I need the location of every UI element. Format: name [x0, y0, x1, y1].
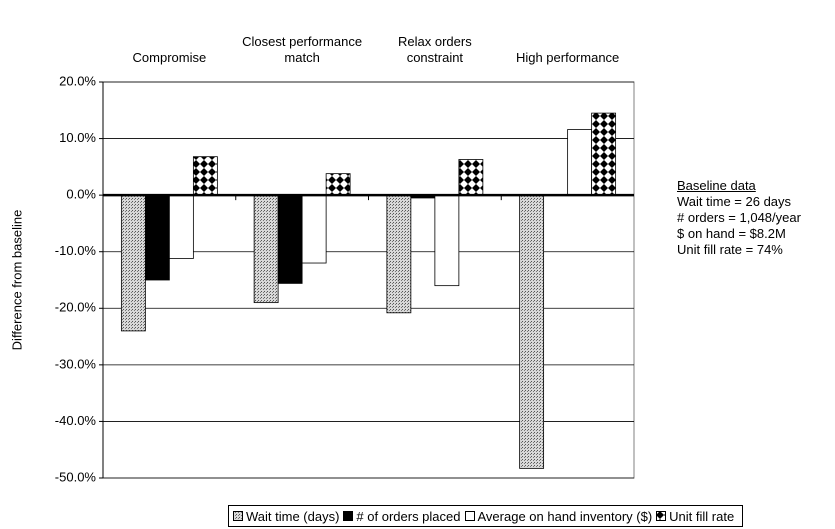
legend-item: # of orders placed — [343, 508, 461, 524]
bar — [144, 194, 170, 281]
legend-swatch — [656, 511, 667, 521]
bar — [458, 159, 484, 196]
legend-item: Average on hand inventory ($) — [464, 508, 653, 524]
annotation: Baseline data — [677, 178, 756, 193]
legend-swatch-fill — [233, 511, 243, 521]
legend-swatch — [464, 511, 475, 521]
legend: Wait time (days) # of orders placed Averag… — [228, 505, 744, 527]
legend-swatch-fill — [343, 511, 354, 521]
legend-item: Wait time (days) — [233, 509, 339, 524]
y-tick-label: 20.0% — [59, 73, 96, 88]
bar — [325, 173, 351, 196]
y-tick-label: -10.0% — [55, 243, 97, 258]
annotation: Wait time = 26 days — [677, 194, 792, 209]
bar — [386, 194, 412, 314]
bar — [519, 194, 545, 469]
bar — [120, 194, 146, 332]
legend-swatch — [233, 511, 243, 521]
annotation: # orders = 1,048/year — [677, 210, 801, 225]
category-label: Compromise — [132, 50, 207, 65]
bar — [567, 129, 593, 196]
annotation: $ on hand = $8.2M — [677, 226, 786, 241]
legend-label: Average on hand inventory ($) — [477, 508, 653, 524]
bar — [434, 194, 460, 287]
plot-area — [102, 81, 635, 479]
bar — [591, 112, 617, 196]
bar — [192, 156, 218, 196]
legend-swatch-fill — [656, 511, 667, 521]
y-axis-label: Difference from baseline — [9, 210, 24, 351]
bar — [253, 194, 279, 304]
legend-swatch — [343, 511, 354, 521]
y-tick-label: -20.0% — [55, 300, 97, 315]
y-tick-label: -40.0% — [55, 413, 97, 428]
bar — [301, 194, 327, 264]
legend-label: Wait time (days) — [246, 508, 340, 524]
legend-label: Unit fill rate — [669, 508, 735, 524]
bar — [168, 194, 194, 259]
legend-swatch-fill — [464, 511, 475, 521]
category-label: Closest performance match — [242, 34, 363, 65]
legend-item: Unit fill rate — [656, 509, 734, 524]
legend-label: # of orders placed — [356, 508, 461, 524]
y-tick-label: 0.0% — [66, 187, 96, 202]
y-tick-label: -30.0% — [55, 356, 97, 371]
category-label: High performance — [515, 50, 620, 65]
y-tick-label: 10.0% — [59, 130, 96, 145]
y-tick-label: -50.0% — [55, 469, 97, 484]
bar — [277, 194, 303, 284]
baseline-notes: Baseline data Wait time = 26 days # orders… — [677, 178, 801, 258]
annotation: Unit fill rate = 74% — [677, 242, 783, 257]
category-label: Relax orders constraint — [398, 34, 472, 65]
